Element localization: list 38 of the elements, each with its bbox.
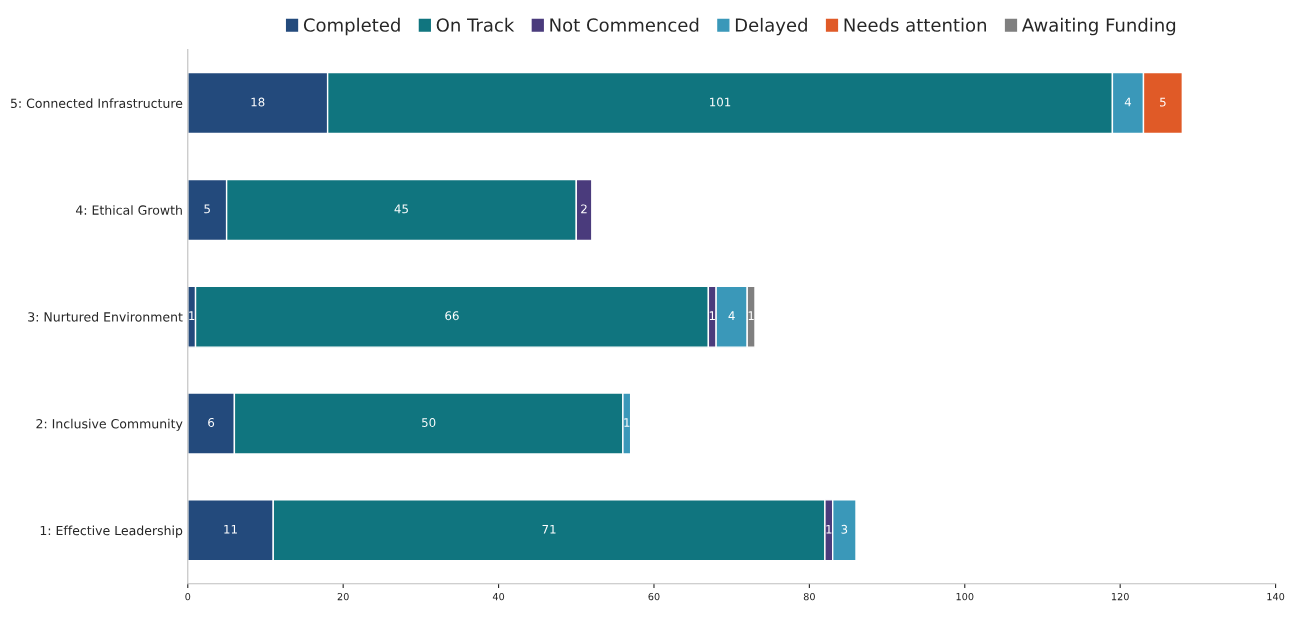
data-label: 4	[728, 311, 735, 320]
data-label: 101	[710, 97, 731, 107]
x-tick-label: 20	[337, 592, 349, 601]
legend-label: Not Commenced	[550, 17, 699, 32]
legend-label: Awaiting Funding	[1021, 17, 1176, 36]
y-tick-label: 4: Ethical Growth	[75, 205, 182, 215]
x-tick-label: 140	[1267, 592, 1285, 601]
data-label: 66	[445, 311, 459, 321]
y-tick-label: 3: Nurtured Environment	[28, 311, 183, 322]
data-label: 1	[189, 311, 195, 320]
legend-label: Delayed	[735, 17, 807, 36]
data-label: 3	[841, 524, 848, 534]
legend-label: Needs attention	[844, 17, 986, 32]
data-label: 5	[1160, 97, 1166, 107]
x-tick-label: 120	[1111, 592, 1129, 601]
y-tick-label: 2: Inclusive Community	[36, 418, 183, 431]
data-label: 1	[624, 418, 630, 427]
data-label: 1	[748, 311, 754, 320]
data-label: 2	[581, 204, 587, 214]
data-label: 5	[204, 204, 210, 214]
data-label: 11	[224, 524, 237, 534]
data-label: 71	[542, 524, 556, 534]
data-label: 1	[709, 311, 715, 320]
data-label: 18	[251, 97, 265, 107]
data-label: 4	[1124, 97, 1132, 107]
x-tick-label: 100	[956, 592, 974, 601]
data-label: 1	[826, 524, 832, 534]
data-label: 50	[422, 418, 436, 427]
x-tick-label: 80	[803, 592, 815, 601]
data-label: 45	[394, 204, 408, 214]
legend-label: On Track	[436, 17, 515, 32]
data-label: 6	[208, 418, 215, 427]
legend-label: Completed	[303, 17, 400, 36]
y-tick-label: 1: Effective Leadership	[40, 525, 183, 538]
x-tick-label: 0	[185, 592, 191, 601]
x-tick-label: 60	[648, 592, 660, 601]
y-tick-label: 5: Connected Infrastructure	[10, 98, 183, 109]
x-tick-label: 40	[492, 592, 505, 601]
